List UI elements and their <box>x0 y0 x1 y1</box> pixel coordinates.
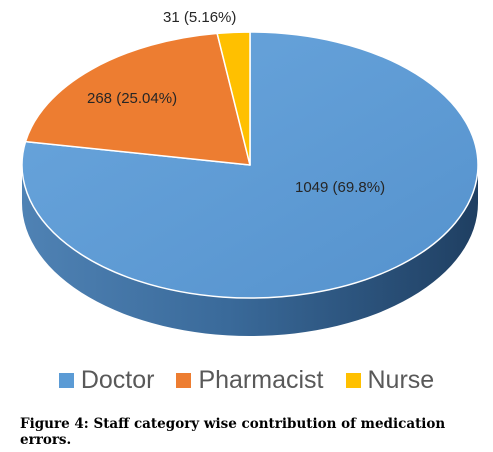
pie-slice-pharmacist <box>24 32 251 166</box>
pie-slice-nurse <box>216 31 251 166</box>
legend-label-nurse: Nurse <box>367 365 435 394</box>
legend-swatch-nurse <box>345 372 361 388</box>
legend-label-pharmacist: Pharmacist <box>198 365 324 394</box>
chart-legend: Doctor Pharmacist Nurse <box>0 360 493 400</box>
figure-caption: Figure 4: Staff category wise contributi… <box>20 416 446 448</box>
legend-item-pharmacist: Pharmacist <box>176 365 324 395</box>
data-label-nurse: 31 (5.16%) <box>163 9 236 26</box>
data-label-doctor: 1049 (69.8%) <box>295 179 385 196</box>
data-label-pharmacist: 268 (25.04%) <box>87 90 177 107</box>
pie-side-doctor <box>22 165 478 336</box>
legend-swatch-doctor <box>58 372 74 388</box>
legend-item-doctor: Doctor <box>58 365 155 395</box>
legend-label-doctor: Doctor <box>80 365 155 394</box>
pie-chart: 1049 (69.8%) 268 (25.04%) 31 (5.16%) <box>21 9 479 336</box>
legend-swatch-pharmacist <box>176 372 192 388</box>
legend-item-nurse: Nurse <box>345 365 435 395</box>
pie-slice-doctor <box>21 31 479 299</box>
